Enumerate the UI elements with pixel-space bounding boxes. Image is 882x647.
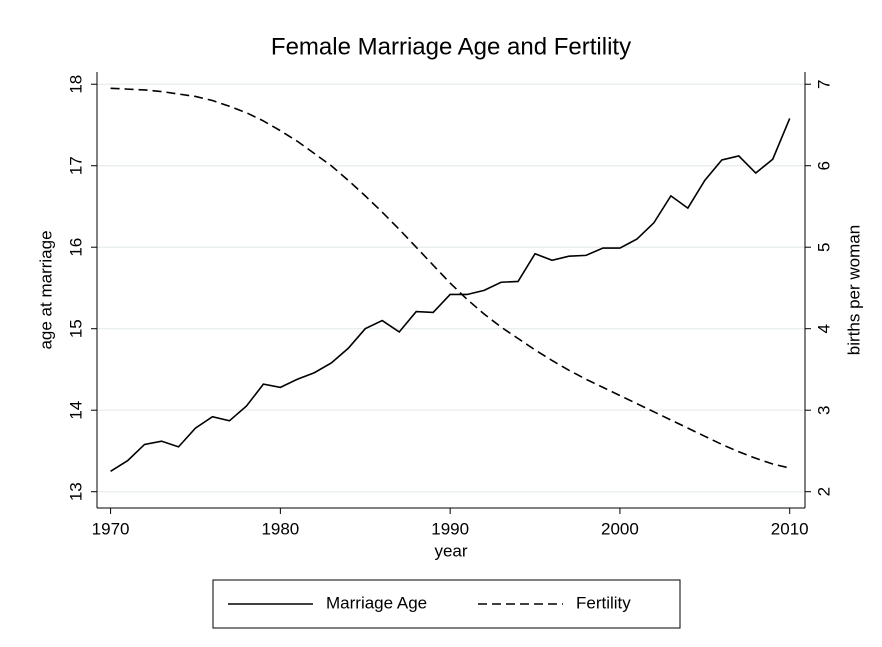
- y2-axis-label: births per woman: [844, 225, 863, 355]
- y-tick-label: 15: [66, 319, 85, 338]
- y-tick-label: 16: [66, 238, 85, 257]
- legend-label: Fertility: [576, 593, 631, 612]
- x-tick-label: 2010: [771, 519, 809, 538]
- x-axis-label: year: [434, 541, 467, 560]
- y2-tick-label: 7: [814, 79, 833, 88]
- series-line: [110, 87, 790, 469]
- legend-label: Marriage Age: [326, 593, 427, 612]
- y-axis-label: age at marriage: [36, 230, 55, 349]
- x-tick-label: 1970: [92, 519, 130, 538]
- x-tick-label: 1980: [261, 519, 299, 538]
- y2-tick-label: 3: [814, 405, 833, 414]
- series-line: [110, 118, 791, 473]
- y2-tick-label: 4: [814, 324, 833, 333]
- x-tick-label: 2000: [601, 519, 639, 538]
- y2-tick-label: 5: [814, 242, 833, 251]
- y2-tick-label: 6: [814, 161, 833, 170]
- y-tick-label: 17: [66, 156, 85, 175]
- y-tick-label: 18: [66, 75, 85, 94]
- y2-tick-label: 2: [814, 487, 833, 496]
- y-tick-label: 13: [66, 482, 85, 501]
- chart-title: Female Marriage Age and Fertility: [271, 33, 631, 60]
- x-tick-label: 1990: [431, 519, 469, 538]
- y-tick-label: 14: [66, 401, 85, 420]
